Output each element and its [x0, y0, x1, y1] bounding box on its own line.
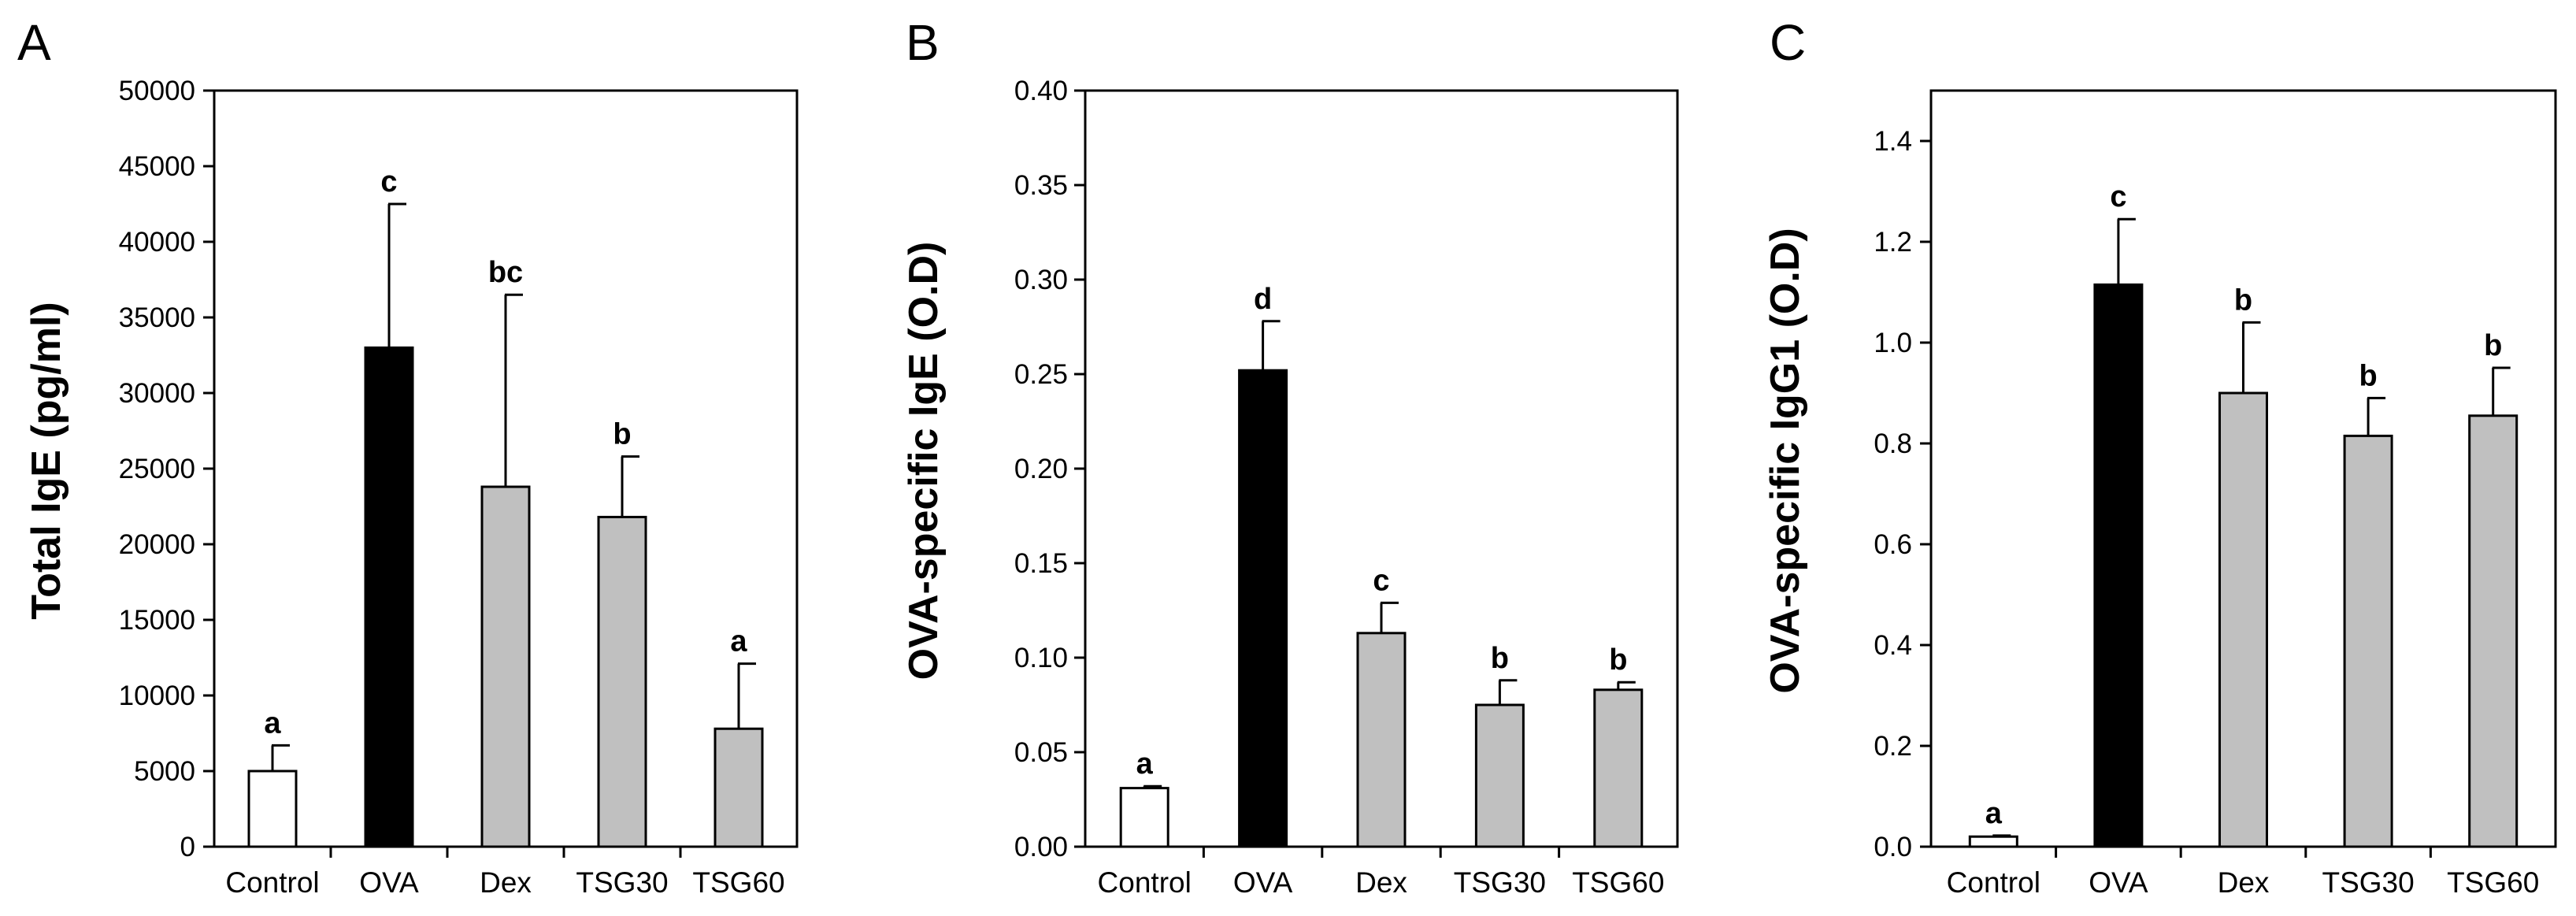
- bar-ova: [2093, 283, 2144, 848]
- bar-control: [1968, 835, 2018, 848]
- x-tick-label: TSG30: [1454, 866, 1546, 899]
- panel-c: C OVA-specific IgG1 (O.D) 0.00.20.40.60.…: [1762, 14, 2557, 899]
- y-tick-label: 0.10: [1014, 643, 1068, 673]
- y-axis-title-b: OVA-specific IgE (O.D): [901, 242, 947, 681]
- y-tick-label: 0.6: [1874, 529, 1912, 560]
- y-tick-label: 1.4: [1874, 126, 1912, 157]
- significance-letter: c: [1373, 564, 1389, 597]
- bar-ova: [1238, 369, 1288, 848]
- bar-ova: [364, 346, 414, 848]
- significance-letter: a: [1136, 747, 1154, 781]
- y-axis-title-a: Total IgE (pg/ml): [24, 302, 69, 619]
- bar-tsg30: [597, 515, 647, 848]
- bar-control: [247, 770, 298, 848]
- significance-letter: b: [1491, 642, 1509, 675]
- y-tick-label: 1.0: [1874, 328, 1912, 358]
- bar-control: [1119, 787, 1169, 848]
- y-tick-label: 0.20: [1014, 454, 1068, 484]
- y-tick-label: 10000: [119, 681, 195, 711]
- y-tick-label: 25000: [119, 454, 195, 484]
- y-tick-label: 0: [180, 832, 195, 862]
- y-tick-label: 0.25: [1014, 359, 1068, 390]
- significance-letter: a: [1985, 797, 2003, 830]
- bar-dex: [480, 485, 531, 848]
- y-tick-label: 20000: [119, 529, 195, 560]
- y-tick-label: 0.05: [1014, 737, 1068, 768]
- y-tick-label: 30000: [119, 378, 195, 409]
- y-tick-label: 45000: [119, 151, 195, 182]
- significance-letter: a: [730, 625, 747, 658]
- y-tick-label: 40000: [119, 227, 195, 258]
- bar-tsg60: [2468, 414, 2519, 848]
- y-axis-title-c: OVA-specific IgG1 (O.D): [1762, 228, 1808, 693]
- x-tick-label: TSG30: [576, 866, 668, 899]
- significance-letter: b: [2359, 359, 2377, 392]
- y-tick-label: 0.4: [1874, 630, 1912, 661]
- x-tick-label: TSG30: [2322, 866, 2414, 899]
- y-tick-label: 0.0: [1874, 832, 1912, 862]
- y-tick-label: 0.30: [1014, 265, 1068, 295]
- bar-tsg60: [713, 727, 764, 848]
- significance-letter: d: [1254, 283, 1272, 316]
- bars-group-b: 0.00 0.05 0.10 0.15 0.20 0.25 0.30 0.35 0.40 a Con…: [1014, 76, 1665, 899]
- x-tick-label: Control: [225, 866, 319, 899]
- bar-tsg60: [1593, 688, 1644, 848]
- bar-dex: [2218, 391, 2268, 848]
- significance-letter: b: [1609, 643, 1627, 677]
- bars-group-a: 0 5000 10000 15000 20000 25000 30000 35000 40000…: [119, 76, 785, 899]
- panel-a: A Total IgE (pg/ml) 0 5000 10000 15000 20000…: [17, 14, 799, 899]
- x-tick-label: Control: [1098, 866, 1192, 899]
- panel-b: B OVA-specific IgE (O.D) 0.00 0.05 0.10 0.1…: [901, 14, 1679, 899]
- bars-group-c: 0.0 0.2 0.4 0.6 0.8 1.0 1.2 1.4 a Control c OVA b Dex…: [1874, 126, 2539, 899]
- y-tick-label: 0.35: [1014, 170, 1068, 201]
- x-tick-label: TSG60: [2447, 866, 2539, 899]
- y-tick-label: 15000: [119, 605, 195, 636]
- y-tick-label: 0.40: [1014, 76, 1068, 106]
- y-tick-label: 35000: [119, 302, 195, 333]
- significance-letter: a: [264, 706, 281, 740]
- y-tick-label: 0.00: [1014, 832, 1068, 862]
- x-tick-label: Control: [1947, 866, 2040, 899]
- significance-letter: c: [2110, 180, 2126, 213]
- significance-letter: b: [613, 418, 631, 451]
- y-tick-label: 0.2: [1874, 731, 1912, 762]
- x-tick-label: TSG60: [692, 866, 784, 899]
- y-tick-label: 50000: [119, 76, 195, 106]
- panel-letter-b: B: [906, 14, 940, 71]
- y-tick-label: 0.8: [1874, 428, 1912, 459]
- x-tick-label: TSG60: [1572, 866, 1664, 899]
- x-tick-label: Dex: [1355, 866, 1407, 899]
- x-tick-label: OVA: [2089, 866, 2148, 899]
- x-tick-label: OVA: [1233, 866, 1293, 899]
- significance-letter: c: [380, 165, 397, 198]
- x-tick-label: Dex: [2218, 866, 2270, 899]
- y-tick-label: 0.15: [1014, 548, 1068, 579]
- y-tick-label: 5000: [134, 756, 195, 787]
- panel-letter-a: A: [17, 14, 51, 71]
- bar-dex: [1356, 632, 1407, 848]
- significance-letter: b: [2484, 329, 2502, 362]
- significance-letter: bc: [488, 256, 523, 289]
- significance-letter: b: [2234, 284, 2252, 317]
- panel-letter-c: C: [1770, 14, 1806, 71]
- x-tick-label: OVA: [359, 866, 419, 899]
- bar-tsg30: [1474, 703, 1525, 848]
- bar-tsg30: [2343, 434, 2393, 848]
- x-tick-label: Dex: [480, 866, 532, 899]
- y-tick-label: 1.2: [1874, 227, 1912, 258]
